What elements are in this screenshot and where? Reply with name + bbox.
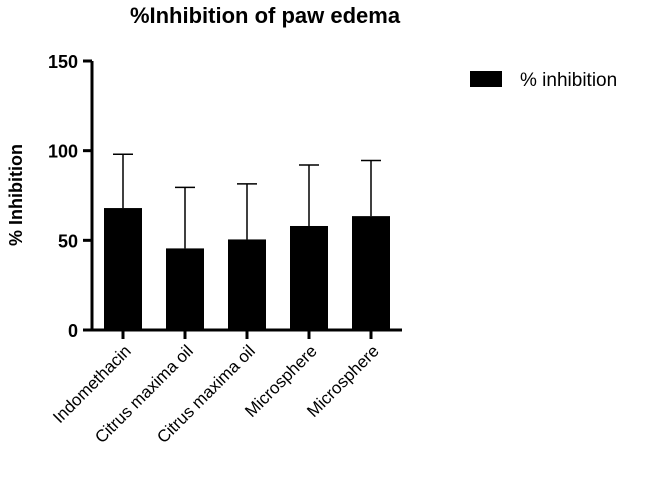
chart-title: %Inhibition of paw edema	[130, 3, 401, 28]
bar	[104, 208, 142, 330]
legend-swatch	[470, 71, 502, 87]
y-axis-label: % Inhibition	[6, 144, 26, 246]
bar	[352, 216, 390, 330]
y-tick-label: 150	[48, 52, 78, 72]
bar	[290, 225, 328, 330]
legend: % inhibition	[470, 70, 617, 91]
bar	[166, 248, 204, 330]
y-tick-label: 0	[68, 321, 78, 341]
legend-label: % inhibition	[520, 70, 617, 91]
y-tick-label: 50	[58, 231, 78, 251]
bar	[228, 239, 266, 330]
y-tick-label: 100	[48, 142, 78, 162]
